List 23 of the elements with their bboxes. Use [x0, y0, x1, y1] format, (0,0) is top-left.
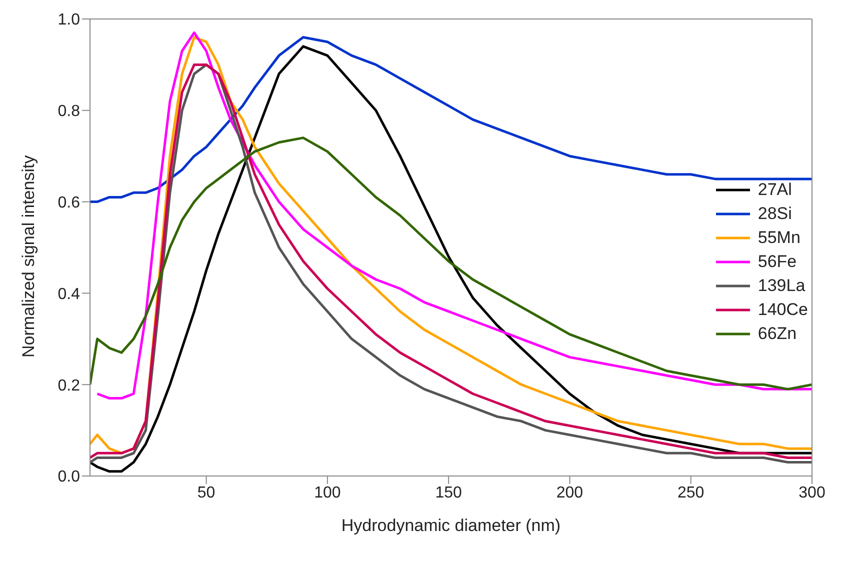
x-tick-label: 250 — [678, 484, 704, 502]
line-series — [90, 136, 812, 390]
y-tick-label: 0.6 — [58, 194, 80, 212]
legend-label: 139La — [758, 275, 806, 297]
x-tick-label: 200 — [556, 484, 584, 502]
y-axis-title: Normalized signal intensity — [19, 154, 38, 358]
legend-label: 55Mn — [758, 227, 800, 249]
legend-label: 27Al — [758, 179, 792, 201]
y-tick-label: 0.4 — [58, 286, 80, 303]
y-tick-label: 0.2 — [58, 377, 80, 394]
legend-label: 140Ce — [758, 299, 808, 321]
y-tick-label: 1.0 — [58, 12, 80, 29]
x-axis-title: Hydrodynamic diameter (nm) — [341, 516, 561, 535]
x-tick-label: 150 — [435, 484, 462, 502]
legend-label: 56Fe — [758, 251, 797, 273]
x-tick-label: 300 — [798, 484, 826, 502]
line-series — [90, 36, 812, 204]
x-tick-label: 100 — [314, 484, 341, 502]
x-tick-label: 50 — [197, 484, 216, 502]
y-tick-label: 0.0 — [58, 468, 80, 486]
y-tick-label: 0.8 — [58, 103, 80, 120]
legend-label: 66Zn — [758, 323, 797, 345]
legend-label: 28Si — [758, 203, 792, 225]
